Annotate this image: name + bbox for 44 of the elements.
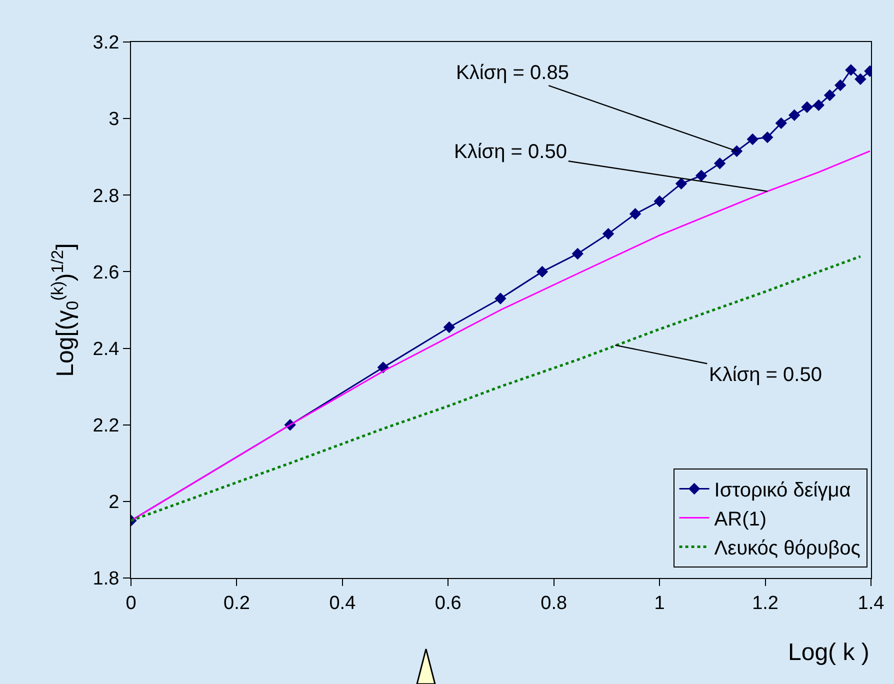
x-axis-title: Log( k ) [788,639,870,666]
point [762,131,774,144]
point [812,99,825,112]
point [801,101,813,113]
point [730,145,743,157]
y-tick-label: 2.8 [92,186,120,207]
annotation: Κλίση = 0.50 [709,364,822,386]
legend-label: Λευκός θόρυβος [714,538,861,560]
point [602,228,614,240]
point [572,248,584,260]
point [854,73,866,85]
point [775,117,787,130]
point [746,133,758,146]
x-tick-label: 1.4 [858,592,885,614]
point [675,178,688,190]
point [629,208,642,220]
annotation: Κλίση = 0.85 [456,62,569,84]
point [443,321,456,334]
legend-label: Ιστορικό δείγμα [714,480,851,502]
point [714,158,726,170]
y-tick-label: 3 [108,109,120,130]
point [494,292,506,304]
x-tick-label: 1 [654,592,665,614]
x-tick-label: 1.2 [752,592,778,614]
point [845,64,857,76]
y-tick-label: 3.2 [92,32,120,54]
y-tick-label: 2.4 [92,338,120,360]
point [834,79,846,92]
point [654,195,666,208]
x-tick-label: 0.6 [434,592,462,614]
y-tick-label: 2.6 [92,262,120,284]
y-tick-label: 2.2 [92,416,120,437]
legend-label: AR(1) [714,508,767,531]
y-tick-label: 1.8 [92,568,120,590]
x-tick-label: 0 [126,592,136,614]
annotation: Κλίση = 0.50 [454,141,567,163]
x-tick-label: 0.8 [540,592,568,614]
y-tick-label: 2 [108,492,120,514]
point [695,170,708,182]
point [788,109,800,121]
x-tick-label: 0.4 [329,592,356,614]
x-tick-label: 0.2 [224,592,250,614]
point [824,89,836,102]
point [536,266,548,278]
